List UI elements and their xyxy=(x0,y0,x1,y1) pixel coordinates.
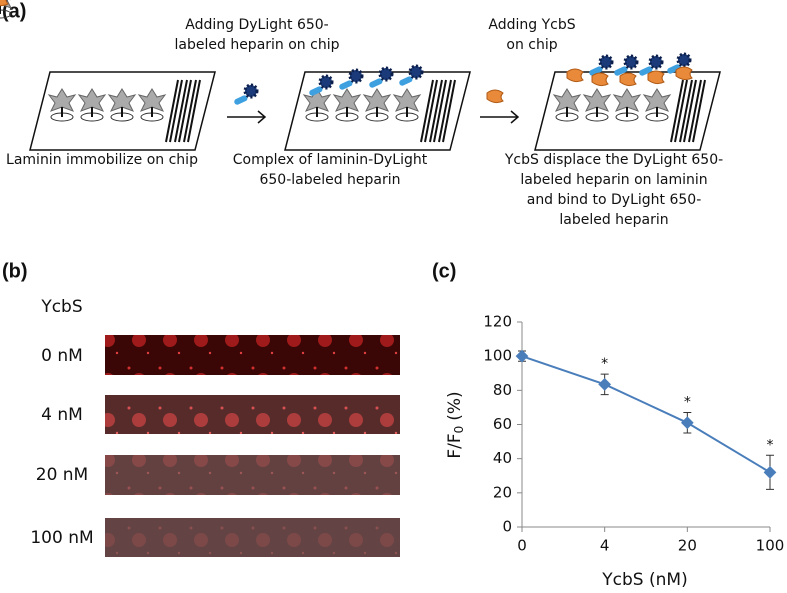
chip-caption: labeled heparin xyxy=(559,212,668,228)
step-text: labeled heparin on chip xyxy=(175,37,340,53)
significance-marker: * xyxy=(767,437,774,453)
line xyxy=(521,355,771,474)
y-axis-title: F/F0 (%) xyxy=(445,391,466,458)
panel-label: (c) xyxy=(432,260,456,282)
image-dim xyxy=(105,518,400,557)
arrows xyxy=(227,110,520,124)
image-dim xyxy=(105,455,400,495)
chip-caption: Laminin immobilize on chip xyxy=(6,152,198,168)
step-text: Adding YcbS xyxy=(488,17,575,33)
point xyxy=(598,377,612,391)
y-tick-label: 20 xyxy=(493,483,512,501)
y-axis-title-unit: (%) xyxy=(445,391,465,420)
step-text: Adding DyLight 650- xyxy=(185,17,328,33)
heparin-icons xyxy=(0,0,692,108)
fluorescence-image xyxy=(105,455,400,495)
point xyxy=(763,465,777,479)
chip-caption: and bind to DyLight 650- xyxy=(527,192,702,208)
point xyxy=(515,349,529,363)
y-tick-label: 0 xyxy=(502,518,512,536)
x-tick-label: 0 xyxy=(517,537,527,555)
point xyxy=(680,416,694,430)
chip-caption: Complex of laminin-DyLight xyxy=(233,152,428,168)
row-label: 100 nM xyxy=(30,528,93,548)
y-tick-label: 120 xyxy=(483,313,512,331)
row-label: 0 nM xyxy=(41,346,83,366)
significance-marker: * xyxy=(684,395,691,411)
y-tick-label: 60 xyxy=(493,415,512,433)
chip-caption: 650-labeled heparin xyxy=(259,172,400,188)
chips xyxy=(29,71,721,151)
ycbs-icons xyxy=(0,0,693,104)
significance-marker: * xyxy=(601,356,608,372)
step-text: on chip xyxy=(506,37,557,53)
column-header: YcbS xyxy=(40,297,82,317)
chip-caption: labeled heparin on laminin xyxy=(520,172,707,188)
fluorescence-image xyxy=(105,395,400,434)
x-tick-label: 100 xyxy=(756,537,785,555)
row-label: 20 nM xyxy=(36,465,88,485)
x-tick-label: 4 xyxy=(600,537,610,555)
x-tick-label: 20 xyxy=(678,537,697,555)
fluorescence-image xyxy=(105,335,400,375)
x-axis-title: YcbS (nM) xyxy=(601,570,687,590)
chip-caption: YcbS displace the DyLight 650- xyxy=(504,152,723,168)
y-axis-title-subscript: 0 xyxy=(452,426,466,434)
y-tick-label: 100 xyxy=(483,347,512,365)
y-axis-title-main: F/F xyxy=(445,433,465,458)
y-tick-label: 80 xyxy=(493,381,512,399)
row-label: 4 nM xyxy=(41,405,83,425)
y-tick-label: 40 xyxy=(493,449,512,467)
panel-label: (b) xyxy=(2,260,28,282)
barcodes xyxy=(165,79,706,143)
